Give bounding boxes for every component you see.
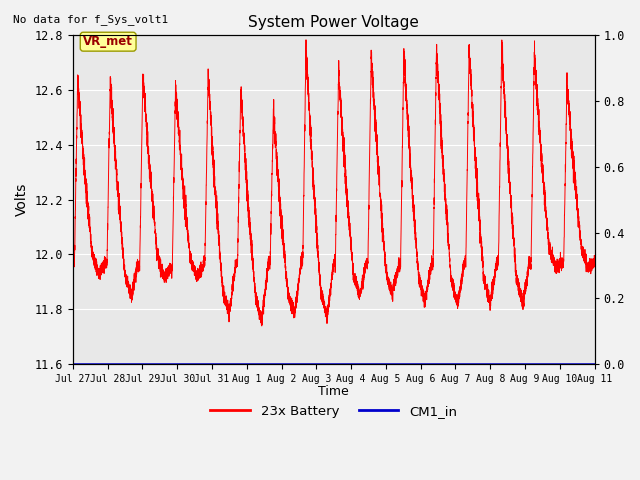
Text: No data for f_Sys_volt1: No data for f_Sys_volt1 xyxy=(13,14,168,25)
Y-axis label: Volts: Volts xyxy=(15,183,29,216)
X-axis label: Time: Time xyxy=(318,385,349,398)
Title: System Power Voltage: System Power Voltage xyxy=(248,15,419,30)
Text: VR_met: VR_met xyxy=(83,35,133,48)
Legend: 23x Battery, CM1_in: 23x Battery, CM1_in xyxy=(205,400,462,423)
